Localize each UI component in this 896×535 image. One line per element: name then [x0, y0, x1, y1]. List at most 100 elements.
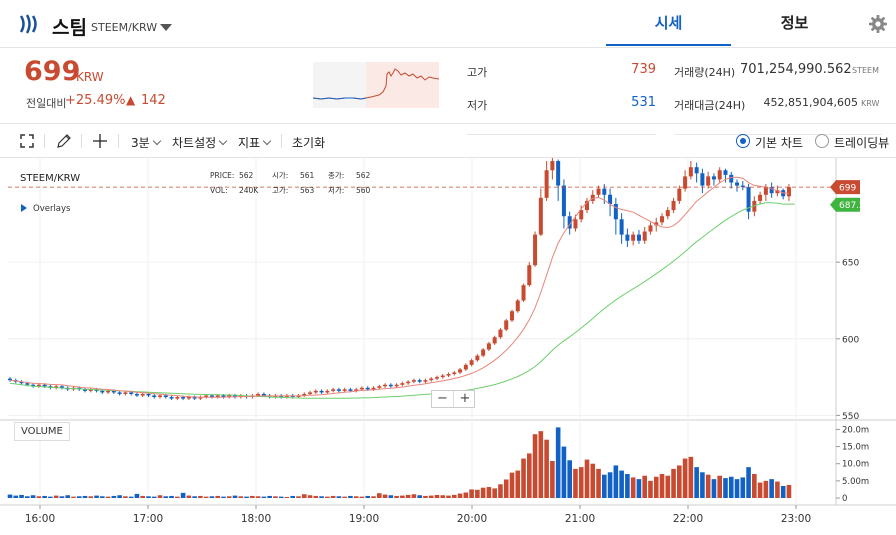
interval-label: 3분	[131, 136, 150, 150]
volume-bar	[273, 496, 278, 498]
volume-bar	[19, 494, 24, 498]
candle-body	[688, 167, 693, 177]
candle-body	[671, 200, 676, 211]
volume-bar	[555, 427, 561, 498]
time-tick-label: 20:00	[457, 513, 487, 525]
candle-body	[723, 170, 728, 175]
volume-bar	[301, 494, 307, 498]
candle-body	[163, 395, 168, 398]
crosshair-icon[interactable]	[91, 132, 109, 150]
volume-bar	[278, 496, 284, 498]
candle-body	[527, 265, 532, 286]
candle-body	[158, 395, 163, 398]
candle-body	[348, 389, 353, 391]
legend-close-value: 562	[356, 171, 371, 180]
volume-bar	[521, 458, 526, 498]
candle-body	[613, 203, 618, 220]
zoom-controls: − +	[431, 390, 475, 408]
volume-bar	[359, 496, 365, 498]
candle-body	[492, 337, 497, 344]
change-label: 전일대비	[26, 97, 67, 110]
overlays-toggle[interactable]: Overlays	[33, 204, 71, 214]
volume-bar	[261, 496, 267, 498]
volume-bar	[169, 495, 174, 498]
candle-body	[544, 170, 549, 198]
volume-bar	[480, 487, 486, 498]
chevron-down-icon[interactable]	[160, 24, 172, 31]
volume-bar	[780, 486, 786, 498]
volume-bar	[42, 495, 47, 498]
basic-chart-radio[interactable]	[736, 134, 750, 148]
zoom-out-button[interactable]: −	[432, 391, 454, 407]
candle-body	[336, 389, 341, 391]
volume-bar	[353, 496, 359, 498]
volume-bar	[255, 496, 261, 498]
candle-body	[440, 375, 445, 378]
volume-bar	[192, 496, 197, 498]
indicators-dropdown[interactable]: 지표	[238, 134, 272, 151]
volume-bar	[7, 494, 13, 498]
volume-bar	[100, 496, 105, 498]
low-value: 531	[631, 95, 656, 110]
volume-bar	[492, 488, 497, 498]
volume-bar	[128, 496, 134, 498]
candle-body	[117, 392, 122, 394]
candle-body	[198, 397, 203, 399]
gear-icon[interactable]	[868, 14, 888, 34]
volume-bar	[186, 495, 192, 498]
coin-name: 스팀	[52, 17, 87, 39]
tradingview-radio[interactable]	[815, 134, 829, 148]
chevron-down-icon	[262, 136, 272, 146]
volume-bar	[723, 478, 728, 498]
candle-body	[377, 386, 382, 388]
candle-body	[394, 384, 399, 387]
candle-body	[498, 329, 503, 338]
candle-body	[169, 397, 174, 399]
volume-bar	[682, 458, 688, 498]
candle-body	[302, 393, 307, 396]
candle-body	[654, 222, 659, 226]
volume-bar	[538, 431, 544, 498]
candle-body	[100, 390, 105, 393]
candle-body	[175, 397, 180, 399]
pencil-icon[interactable]	[55, 132, 73, 150]
volume-bar	[746, 467, 751, 498]
candle-body	[54, 386, 59, 388]
legend-high-value: 563	[300, 186, 315, 195]
volume-panel-label: VOLUME	[14, 422, 70, 441]
tab-info[interactable]: 정보	[780, 14, 809, 32]
ma-long-line	[9, 202, 795, 399]
volume-bar	[509, 472, 515, 498]
volume-bar	[226, 496, 232, 498]
interval-dropdown[interactable]: 3분	[131, 134, 161, 151]
volume-tick-label: 15.0m	[842, 443, 869, 453]
fullscreen-icon[interactable]	[18, 132, 36, 150]
chart-settings-dropdown[interactable]: 차트설정	[172, 134, 228, 151]
legend-price-label: PRICE:	[210, 171, 234, 180]
volume-bar	[82, 495, 88, 498]
candle-body	[729, 174, 734, 183]
tab-quote[interactable]: 시세	[606, 0, 731, 46]
volume-bar	[567, 460, 572, 498]
legend-symbol: STEEM/KRW	[20, 173, 80, 184]
volume-bar	[653, 476, 659, 498]
volume-bar	[688, 456, 694, 498]
volume-bar	[457, 493, 463, 498]
volume-bar	[117, 495, 122, 498]
play-icon[interactable]	[21, 204, 27, 212]
candle-body	[342, 389, 347, 391]
volume-bar	[498, 484, 503, 498]
price-chart[interactable]: 550 600 650 20.0m 15.0m 10.0m 5.00m 0 16:00 17:…	[0, 158, 896, 535]
header-bar: 스팀 STEEM/KRW 시세 정보	[0, 0, 896, 48]
candle-body	[400, 383, 405, 385]
candle-body	[515, 300, 520, 312]
price-tick-label: 550	[842, 412, 859, 422]
candle-body	[521, 285, 526, 301]
candle-body	[677, 188, 682, 201]
reset-button[interactable]: 초기화	[292, 136, 326, 150]
basic-chart-label[interactable]: 기본 차트	[755, 136, 803, 150]
volume-bar	[163, 496, 169, 498]
volume-bar	[290, 495, 296, 498]
tradingview-label[interactable]: 트레이딩뷰	[834, 136, 890, 150]
zoom-in-button[interactable]: +	[459, 391, 471, 406]
